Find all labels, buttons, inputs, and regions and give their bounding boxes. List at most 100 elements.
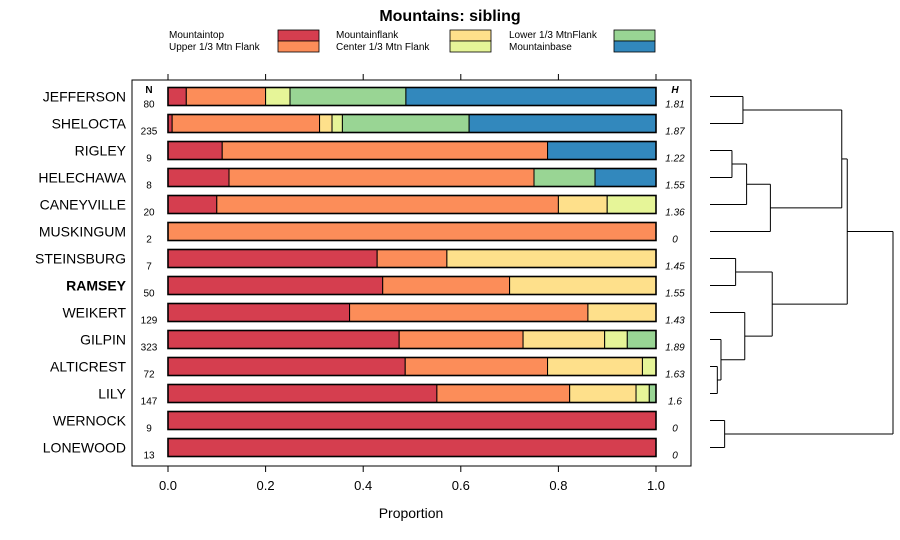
bar-segment: [405, 87, 657, 106]
bar-row: [167, 356, 657, 377]
x-tick-label: 0.4: [354, 478, 372, 493]
bar-outline: [167, 194, 657, 215]
bar-segment: [167, 411, 657, 430]
bar-segment: [635, 384, 650, 403]
bar-segment: [167, 357, 406, 376]
bar-segment: [349, 303, 589, 322]
legend-swatch: [277, 29, 320, 42]
bar-outline: [167, 329, 657, 350]
bar-row: [167, 194, 657, 215]
n-value: 80: [143, 100, 155, 111]
n-value: 13: [143, 451, 155, 462]
legend-label: Center 1/3 Mtn Flank: [336, 42, 430, 53]
legend-swatch: [277, 40, 320, 53]
legend-swatch: [613, 29, 656, 42]
bar-segment: [587, 303, 657, 322]
row-label: GILPIN: [80, 332, 126, 348]
bar-row: [167, 248, 657, 269]
bar-segment: [436, 384, 571, 403]
bar-row: [167, 86, 657, 107]
bar-outline: [167, 167, 657, 188]
row-label: LILY: [98, 386, 126, 402]
bar-outline: [167, 221, 657, 242]
bar-outline: [167, 140, 657, 161]
bar-outline: [167, 410, 657, 431]
bar-outline: [167, 437, 657, 458]
h-column-header: H: [671, 85, 679, 96]
legend-label: Mountainbase: [509, 42, 572, 53]
row-label: MUSKINGUM: [39, 224, 126, 240]
bar-segment: [404, 357, 549, 376]
chart-title: Mountains: sibling: [379, 8, 520, 25]
bar-outline: [167, 383, 657, 404]
bar-segment: [167, 330, 400, 349]
x-tick-label: 0.2: [257, 478, 275, 493]
row-label: ALTICREST: [50, 359, 126, 375]
bar-segment: [533, 168, 596, 187]
bar-outline: [167, 302, 657, 323]
bar-segment: [167, 141, 223, 160]
bar-segment: [167, 438, 657, 457]
h-value: 1.63: [665, 370, 685, 381]
n-value: 50: [143, 289, 155, 300]
bar-segment: [319, 114, 333, 133]
bar-row: [167, 302, 657, 323]
bar-segment: [509, 276, 657, 295]
bar-segment: [167, 249, 378, 268]
bar-segment: [606, 195, 657, 214]
bar-segment: [185, 87, 267, 106]
row-label: RAMSEY: [66, 278, 127, 294]
n-column-header: N: [145, 85, 152, 96]
bar-segment: [167, 303, 351, 322]
row-label: CANEYVILLE: [40, 197, 126, 213]
row-label: LONEWOOD: [43, 440, 126, 456]
dendrogram: [710, 96, 894, 448]
row-label: WERNOCK: [53, 413, 127, 429]
bar-row: [167, 437, 657, 458]
bar-segment: [648, 384, 657, 403]
bar-row: [167, 329, 657, 350]
legend-swatch: [449, 29, 492, 42]
legend-swatch: [449, 40, 492, 53]
row-label: STEINSBURG: [35, 251, 126, 267]
bar-segment: [265, 87, 291, 106]
h-value: 1.36: [665, 208, 685, 219]
bar-segment: [216, 195, 559, 214]
row-label: WEIKERT: [62, 305, 126, 321]
bar-outline: [167, 356, 657, 377]
h-value: 1.81: [665, 100, 684, 111]
x-tick-label: 1.0: [647, 478, 665, 493]
bar-segment: [376, 249, 448, 268]
bar-segment: [641, 357, 657, 376]
n-value: 129: [141, 316, 158, 327]
bar-outline: [167, 113, 657, 134]
n-value: 147: [141, 397, 158, 408]
bar-outline: [167, 248, 657, 269]
bar-segment: [289, 87, 407, 106]
bar-segment: [167, 168, 230, 187]
n-value: 72: [143, 370, 155, 381]
bar-segment: [446, 249, 657, 268]
x-tick-label: 0.0: [159, 478, 177, 493]
n-value: 235: [141, 127, 158, 138]
bar-segment: [167, 87, 187, 106]
bar-segment: [594, 168, 657, 187]
bar-segment: [382, 276, 511, 295]
x-tick-label: 0.8: [549, 478, 567, 493]
n-value: 20: [143, 208, 155, 219]
h-value: 1.22: [665, 154, 685, 165]
bar-segment: [228, 168, 535, 187]
legend-label: Lower 1/3 MtnFlank: [509, 30, 598, 41]
bar-segment: [522, 330, 606, 349]
row-label: HELECHAWA: [38, 170, 126, 186]
h-value: 1.55: [665, 289, 685, 300]
h-value: 0: [672, 424, 678, 435]
n-value: 7: [146, 262, 152, 273]
bar-segment: [341, 114, 470, 133]
h-value: 1.45: [665, 262, 685, 273]
legend-label: Upper 1/3 Mtn Flank: [169, 42, 261, 53]
bar-row: [167, 167, 657, 188]
